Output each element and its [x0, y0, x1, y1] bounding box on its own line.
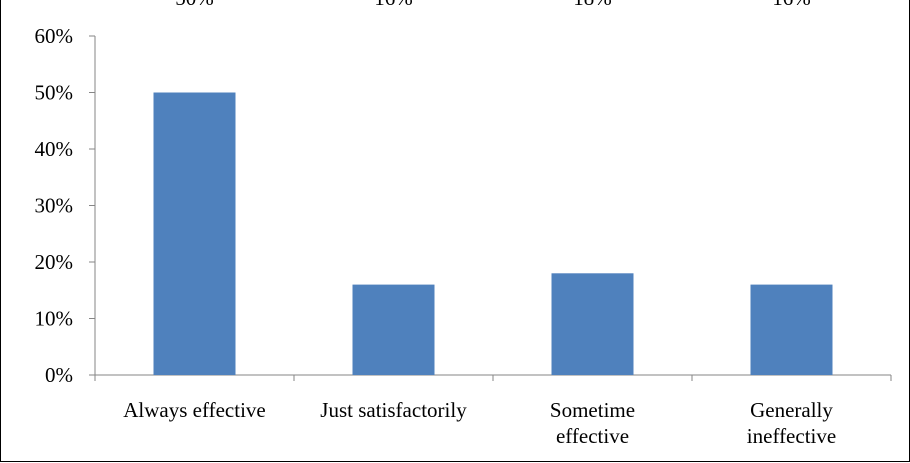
x-category-label-line: Just satisfactorily	[320, 398, 467, 422]
data-label: 16%	[772, 0, 811, 10]
y-tick-label: 20%	[35, 250, 74, 274]
chart-bars	[153, 92, 833, 375]
bar	[750, 284, 833, 375]
x-category-label-line: Always effective	[123, 398, 265, 422]
y-tick-label: 30%	[35, 194, 74, 218]
chart-labels: 50% Always effective 16% Just satisfactoril…	[123, 0, 836, 448]
data-label: 16%	[374, 0, 413, 10]
x-category-label: Sometime effective	[550, 398, 635, 448]
x-category-label: Just satisfactorily	[320, 398, 467, 422]
y-tick-label: 0%	[45, 363, 73, 387]
y-tick-label: 50%	[35, 81, 74, 105]
data-label: 50%	[175, 0, 214, 10]
bar	[153, 92, 236, 375]
y-tick-label: 10%	[35, 307, 74, 331]
bar	[352, 284, 435, 375]
x-category-label: Generally ineffective	[747, 398, 836, 448]
bar	[551, 273, 634, 375]
y-tick-label: 60%	[35, 24, 74, 48]
x-category-label: Always effective	[123, 398, 265, 422]
chart-axes: 0% 10% 20% 30% 40% 50% 60%	[35, 24, 892, 387]
x-category-label-line: Generally	[750, 398, 833, 422]
x-category-label-line: effective	[556, 424, 629, 448]
y-tick-label: 40%	[35, 137, 74, 161]
x-category-label-line: ineffective	[747, 424, 836, 448]
x-category-label-line: Sometime	[550, 398, 635, 422]
data-label: 18%	[573, 0, 612, 10]
